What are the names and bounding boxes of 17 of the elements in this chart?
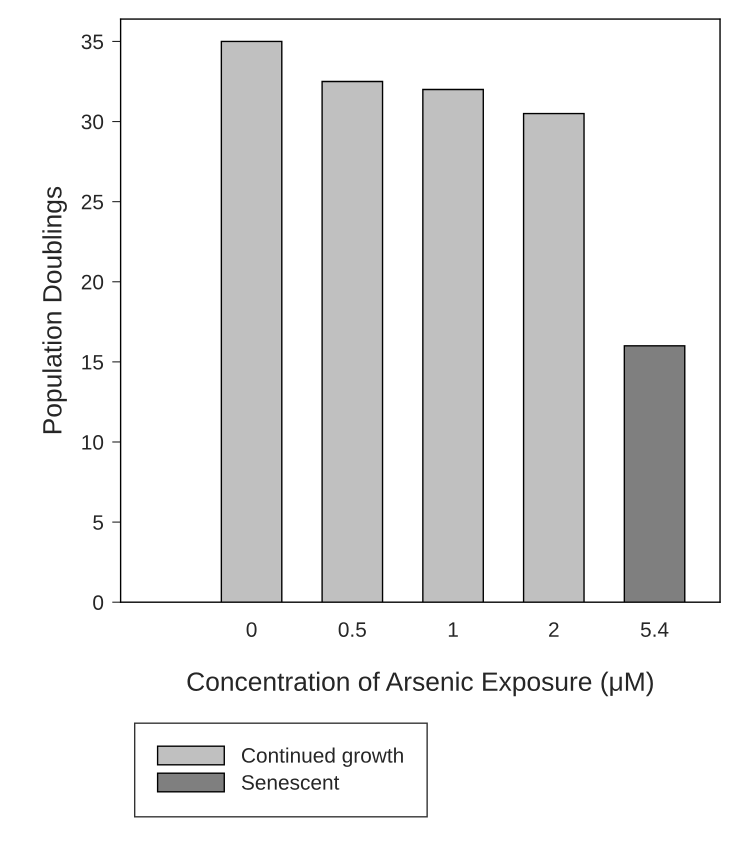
y-tick-label: 10 [82, 434, 104, 450]
y-tick-label: 35 [82, 34, 104, 50]
x-tick-label: 2 [549, 622, 559, 637]
y-axis-title: Population Doublings [42, 186, 67, 434]
x-tick-label: 0 [246, 622, 257, 637]
y-tick-label: 25 [82, 194, 104, 210]
legend-label: Continued growth [242, 747, 403, 767]
x-tick-label: 0.5 [338, 622, 366, 637]
y-tick-label: 20 [82, 274, 104, 290]
y-tick-label: 15 [82, 355, 104, 370]
legend-label: Senescent [242, 775, 340, 790]
y-tick-label: 30 [82, 114, 104, 130]
x-tick-label: 1 [448, 622, 458, 637]
y-tick-label: 0 [93, 595, 104, 610]
x-axis-title: Concentration of Arsenic Exposure (μM) [187, 672, 653, 696]
y-tick-label: 5 [93, 515, 104, 530]
x-tick-label: 5.4 [640, 622, 668, 637]
